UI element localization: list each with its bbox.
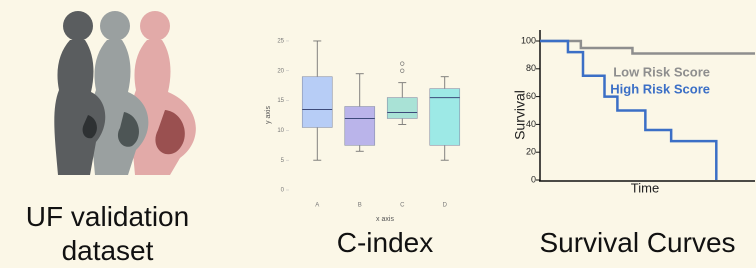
y-tick-label: 20: [277, 68, 284, 74]
figure: y axis x axis Survival Time 0510152025AB…: [0, 0, 756, 268]
caption: C-index: [300, 226, 470, 260]
y-tick-label: 15: [277, 98, 284, 104]
y-tick-label: 80: [526, 63, 536, 73]
box: [345, 107, 375, 146]
y-tick-label: 0: [531, 174, 536, 184]
y-tick-label: 100: [521, 35, 536, 45]
x-axis-label: x axis: [376, 216, 394, 223]
y-tick-label: 40: [526, 119, 536, 129]
y-axis-label: y axis: [265, 106, 272, 124]
x-tick-label: A: [315, 203, 319, 209]
x-tick-label: C: [400, 203, 405, 209]
outlier: [400, 69, 404, 73]
y-tick-label: 0: [281, 188, 285, 194]
outlier: [400, 62, 404, 66]
caption: UF validation dataset: [0, 200, 215, 268]
legend-entry: High Risk Score: [610, 81, 710, 96]
y-tick-label: 20: [526, 147, 536, 157]
x-tick-label: D: [443, 203, 448, 209]
y-tick-label: 60: [526, 91, 536, 101]
box: [302, 77, 332, 128]
y-tick-label: 10: [277, 128, 284, 134]
y-tick-label: 5: [281, 158, 285, 164]
illustration: [54, 11, 196, 175]
x-axis-label: Time: [631, 180, 659, 195]
box: [387, 98, 417, 119]
y-tick-label: 25: [277, 39, 284, 45]
survival-line: [540, 41, 716, 180]
legend-entry: Low Risk Score: [613, 64, 710, 79]
x-tick-label: B: [358, 203, 362, 209]
caption: Survival Curves: [515, 226, 756, 260]
